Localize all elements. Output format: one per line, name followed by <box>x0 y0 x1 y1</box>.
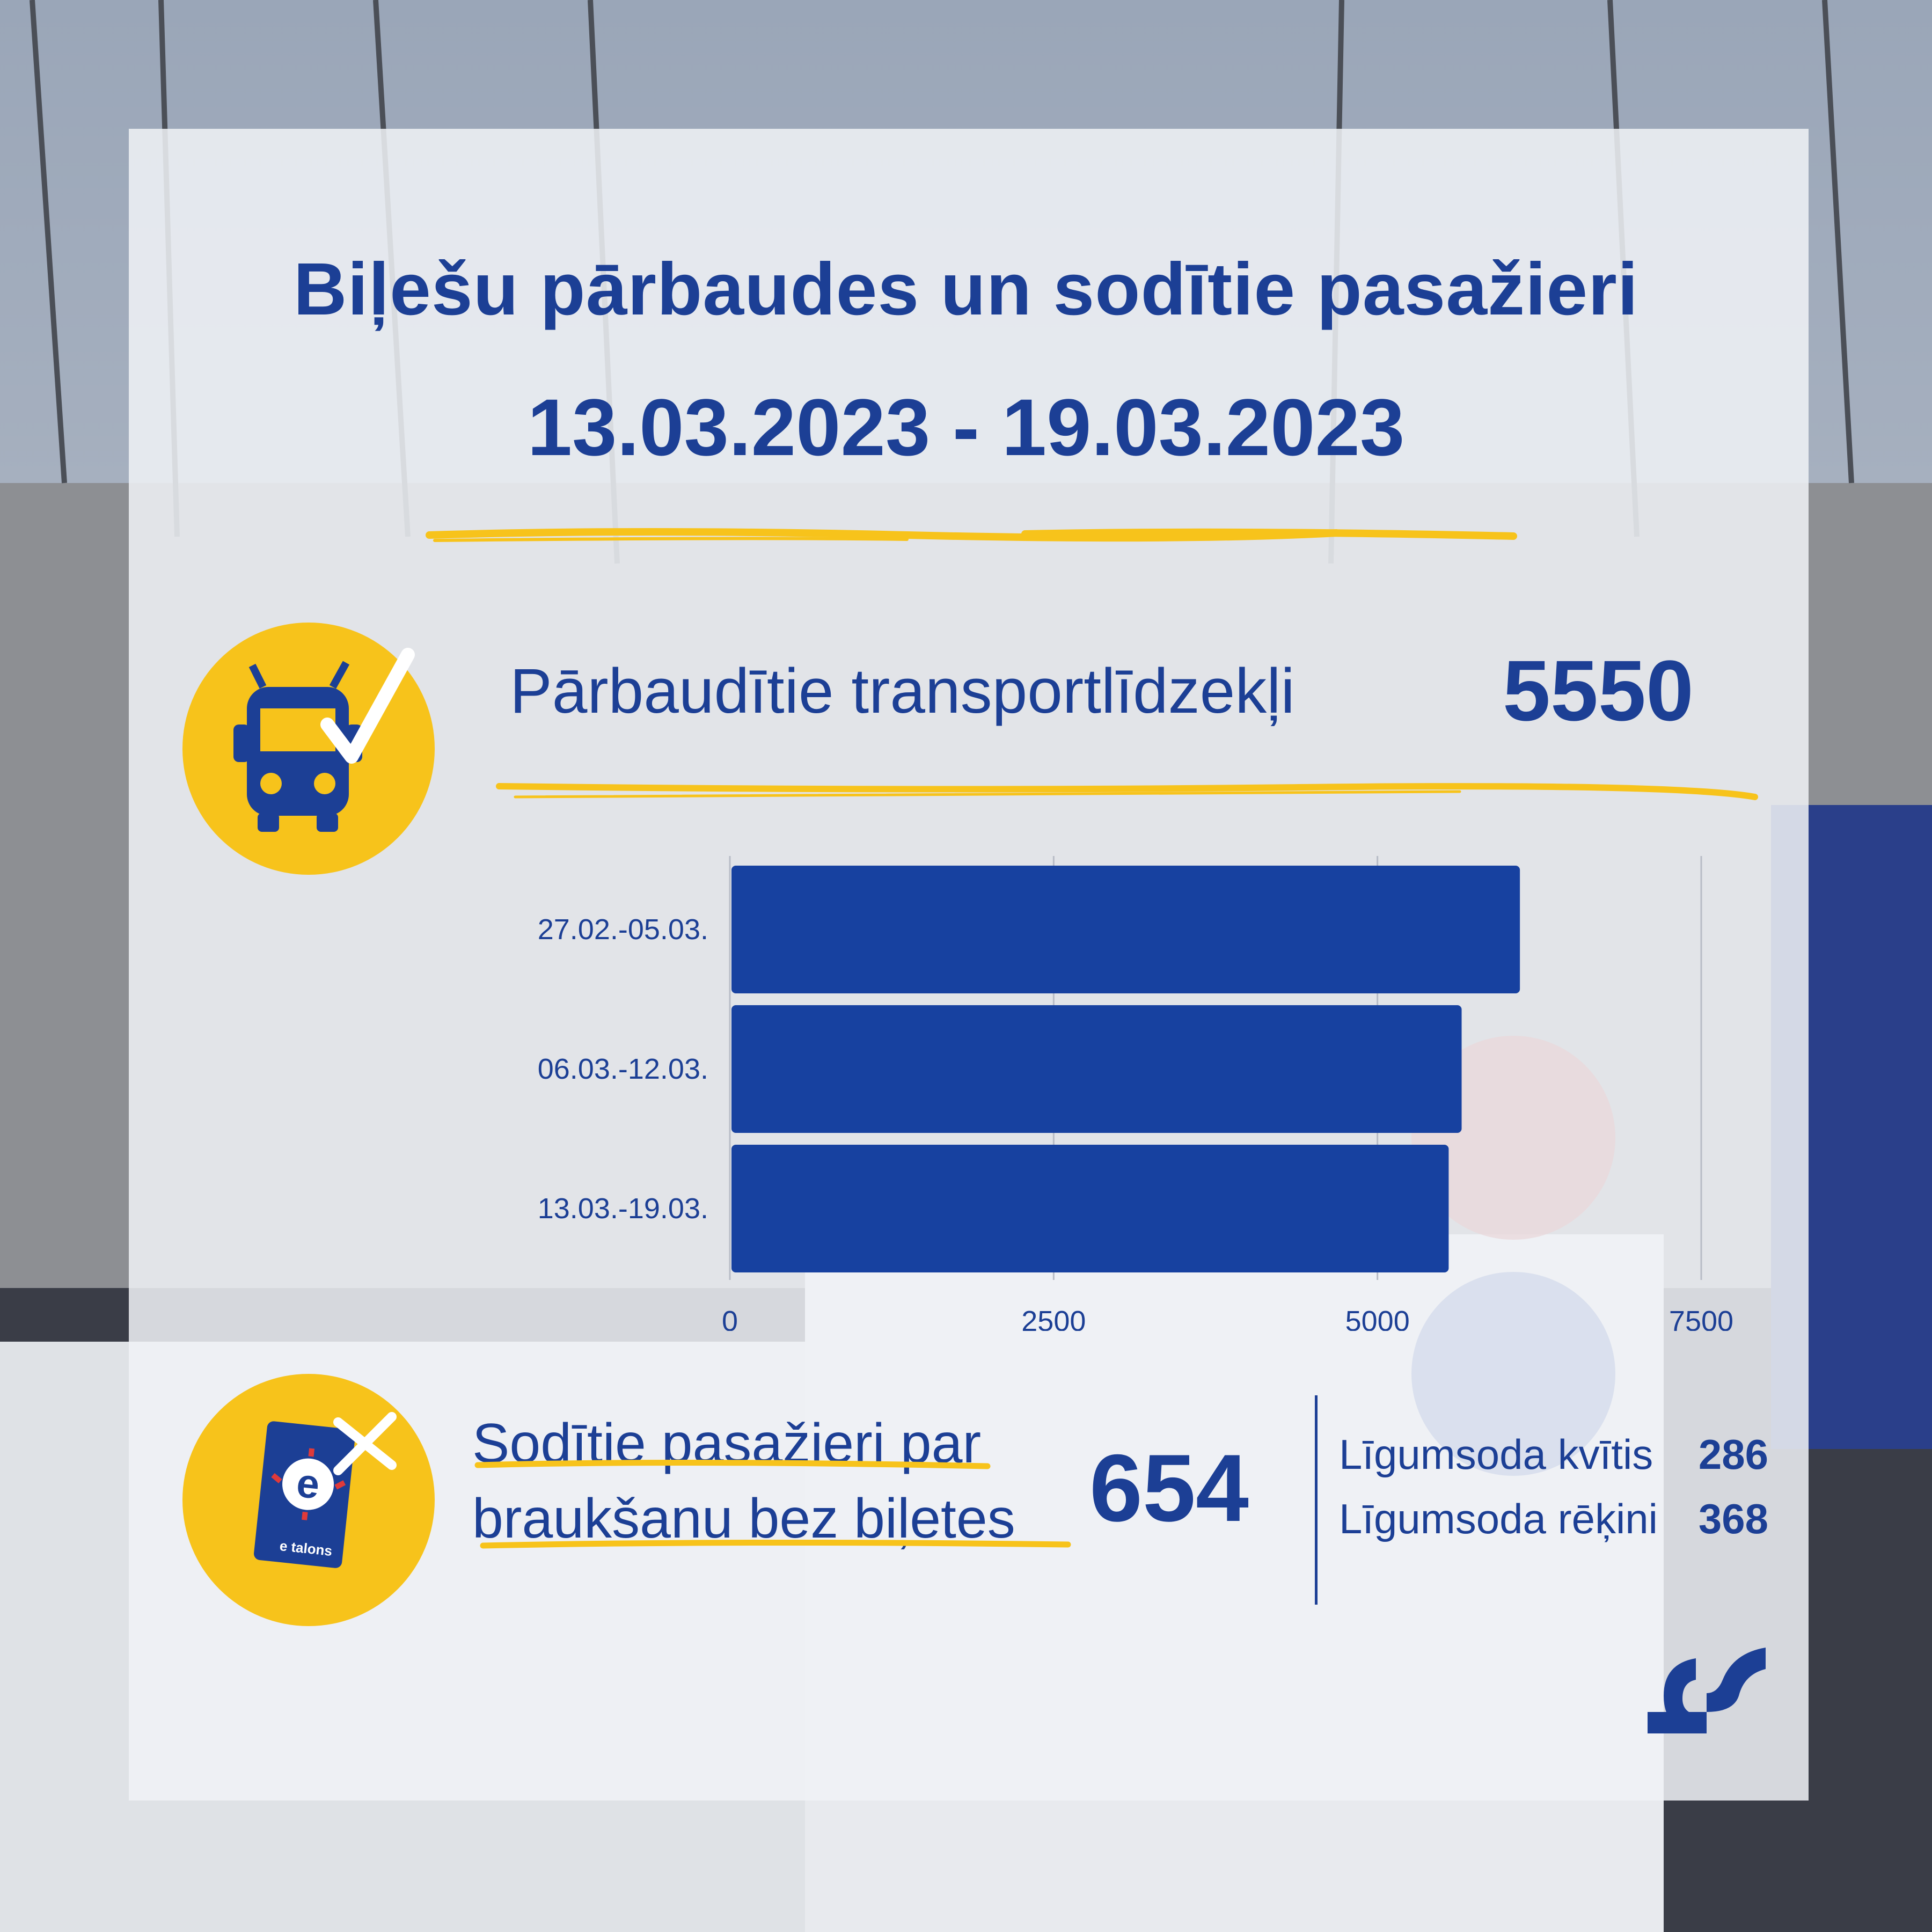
category-label: 13.03.-19.03. <box>538 1192 708 1225</box>
title-underline <box>426 528 1517 542</box>
inspected-vehicles-value: 5550 <box>1503 642 1694 738</box>
fined-underline <box>474 1459 1071 1549</box>
breakdown-divider <box>1315 1395 1318 1605</box>
category-label: 06.03.-12.03. <box>538 1053 708 1085</box>
date-range: 13.03.2023 - 19.03.2023 <box>527 382 1405 472</box>
breakdown-label: Līgumsoda rēķini <box>1339 1495 1658 1542</box>
x-tick-label: 0 <box>722 1305 738 1331</box>
bar-1 <box>731 1005 1462 1133</box>
bar-2 <box>731 1145 1449 1272</box>
fined-label-line2: braukšanu bez biļetes <box>472 1488 1015 1550</box>
inspected-vehicles-label: Pārbaudītie transportlīdzekļi <box>510 656 1295 727</box>
x-tick-label: 7500 <box>1669 1305 1733 1331</box>
breakdown-value: 368 <box>1698 1495 1768 1542</box>
rigas-satiksme-logo <box>1648 1648 1766 1733</box>
svg-text:e: e <box>295 1460 322 1508</box>
category-label: 27.02.-05.03. <box>538 913 708 946</box>
etalons-card-cross-icon: e e talons <box>182 1374 435 1626</box>
x-tick-label: 2500 <box>1021 1305 1086 1331</box>
fined-passengers-value: 654 <box>1089 1435 1249 1541</box>
weekly-inspections-bar-chart: 0 2500 5000 7500 27.02.-05.03. 06.03.-12.03. 1… <box>538 856 1733 1331</box>
inspected-underline <box>496 783 1758 800</box>
breakdown-label: Līgumsoda kvītis <box>1339 1431 1653 1478</box>
page-title: Biļešu pārbaudes un sodītie pasažieri <box>293 248 1639 331</box>
bar-0 <box>731 866 1520 993</box>
breakdown-value: 286 <box>1698 1431 1768 1478</box>
x-tick-label: 5000 <box>1345 1305 1410 1331</box>
trolleybus-check-icon <box>182 623 435 875</box>
